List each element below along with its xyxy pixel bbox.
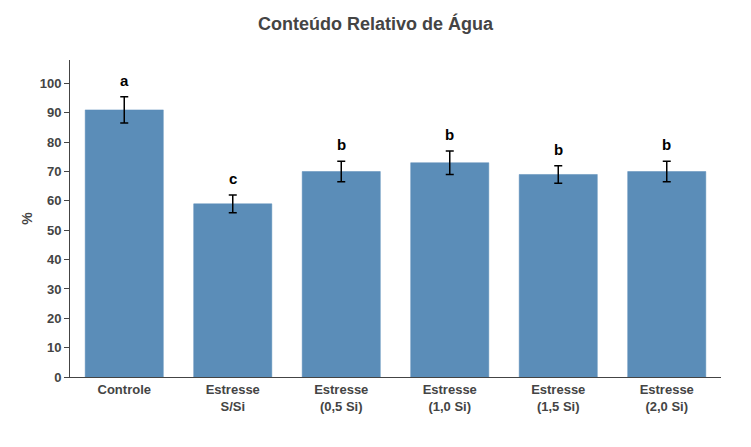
svg-text:Estresse(0,5 Si): Estresse(0,5 Si) (314, 382, 368, 414)
svg-text:Estresse(2,0 Si): Estresse(2,0 Si) (640, 382, 694, 414)
svg-text:b: b (445, 126, 454, 143)
svg-text:0: 0 (54, 370, 61, 385)
svg-text:30: 30 (47, 281, 61, 296)
svg-text:Controle: Controle (98, 382, 151, 397)
svg-text:80: 80 (47, 135, 61, 150)
svg-text:b: b (554, 141, 563, 158)
svg-text:90: 90 (47, 105, 61, 120)
svg-text:b: b (337, 136, 346, 153)
svg-text:70: 70 (47, 164, 61, 179)
svg-text:a: a (120, 72, 129, 89)
svg-text:c: c (229, 170, 237, 187)
svg-text:100: 100 (40, 76, 62, 91)
svg-text:%: % (19, 212, 35, 225)
svg-text:60: 60 (47, 193, 61, 208)
svg-text:50: 50 (47, 223, 61, 238)
svg-text:20: 20 (47, 311, 61, 326)
svg-text:Estresse(1,0 Si): Estresse(1,0 Si) (423, 382, 477, 414)
svg-text:Conteúdo Relativo de Água: Conteúdo Relativo de Água (258, 13, 494, 34)
svg-text:40: 40 (47, 252, 61, 267)
svg-text:Estresse(1,5 Si): Estresse(1,5 Si) (531, 382, 585, 414)
svg-text:10: 10 (47, 340, 61, 355)
svg-text:b: b (662, 136, 671, 153)
svg-text:EstresseS/Si: EstresseS/Si (206, 382, 260, 414)
